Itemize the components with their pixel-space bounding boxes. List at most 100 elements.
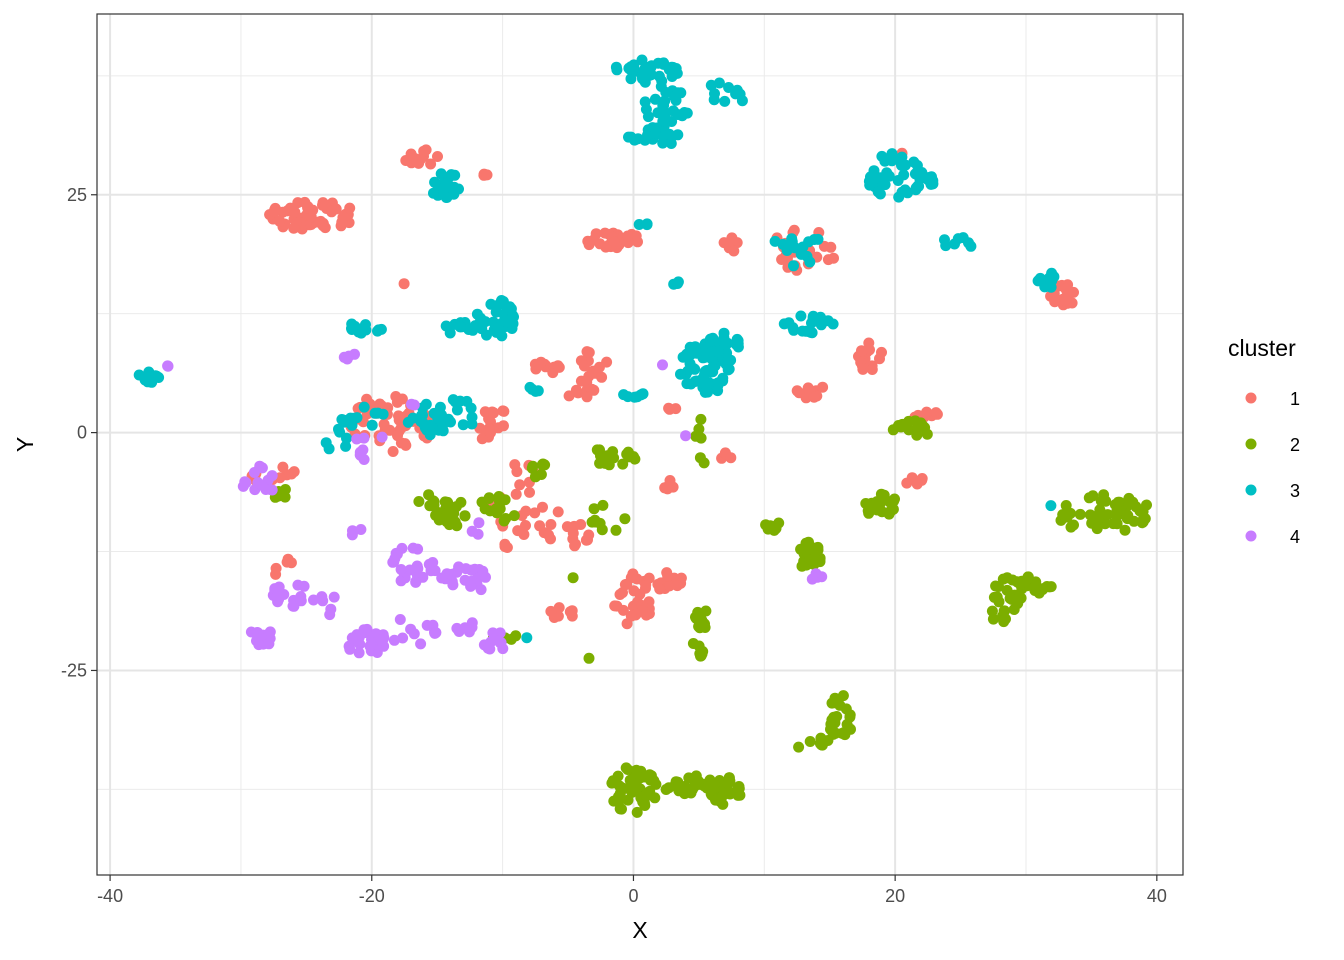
point-cluster-1 — [277, 206, 289, 218]
point-cluster-2 — [887, 424, 899, 436]
point-cluster-4 — [477, 565, 489, 577]
point-cluster-2 — [700, 605, 712, 617]
point-cluster-1 — [545, 519, 557, 530]
point-cluster-2 — [1074, 508, 1086, 520]
point-cluster-4 — [415, 638, 427, 650]
point-cluster-4 — [263, 638, 275, 650]
point-cluster-3 — [879, 155, 891, 167]
point-cluster-3 — [638, 65, 650, 77]
x-tick-label: 0 — [628, 886, 638, 906]
point-cluster-2 — [610, 524, 622, 536]
legend-item: 1 — [1245, 389, 1300, 409]
point-cluster-1 — [600, 241, 612, 253]
point-cluster-3 — [457, 419, 469, 431]
point-cluster-3 — [657, 100, 669, 112]
point-cluster-2 — [887, 503, 899, 515]
point-cluster-2 — [1102, 509, 1114, 521]
point-cluster-3 — [356, 323, 368, 335]
point-cluster-2 — [1006, 593, 1018, 605]
point-cluster-3 — [373, 324, 385, 336]
point-cluster-1 — [596, 371, 608, 383]
point-cluster-1 — [398, 278, 410, 290]
point-cluster-4 — [328, 591, 340, 603]
point-cluster-2 — [459, 510, 471, 522]
point-cluster-1 — [488, 407, 500, 419]
point-cluster-1 — [378, 418, 390, 430]
x-tick-label: 40 — [1147, 886, 1167, 906]
point-cluster-1 — [269, 206, 281, 218]
point-cluster-3 — [341, 432, 352, 444]
point-cluster-1 — [663, 402, 675, 414]
point-cluster-3 — [415, 412, 426, 424]
point-cluster-1 — [399, 438, 411, 450]
point-cluster-4 — [295, 595, 307, 607]
point-cluster-2 — [622, 764, 634, 775]
legend-key-4 — [1245, 530, 1257, 542]
data-points — [133, 54, 1152, 818]
point-cluster-1 — [432, 151, 443, 162]
point-cluster-3 — [893, 191, 905, 203]
point-cluster-1 — [274, 215, 286, 227]
point-cluster-2 — [871, 496, 883, 508]
point-cluster-2 — [499, 494, 511, 506]
point-cluster-1 — [930, 407, 942, 419]
point-cluster-3 — [428, 187, 439, 199]
point-cluster-1 — [609, 600, 621, 612]
point-cluster-3 — [677, 351, 689, 363]
series-1 — [246, 144, 1079, 630]
point-cluster-3 — [1046, 275, 1058, 287]
series-2 — [269, 413, 1152, 818]
point-cluster-3 — [940, 240, 952, 252]
point-cluster-3 — [883, 170, 895, 182]
legend-key-1 — [1245, 392, 1257, 404]
point-cluster-3 — [665, 138, 677, 149]
point-cluster-2 — [695, 432, 707, 444]
point-cluster-1 — [319, 222, 331, 234]
point-cluster-2 — [567, 572, 579, 584]
point-cluster-1 — [476, 433, 488, 445]
point-cluster-2 — [825, 723, 836, 735]
point-cluster-1 — [622, 230, 634, 242]
point-cluster-1 — [911, 478, 923, 490]
point-cluster-1 — [582, 534, 593, 546]
point-cluster-2 — [527, 460, 539, 472]
point-cluster-4 — [388, 556, 400, 568]
point-cluster-1 — [530, 363, 542, 375]
point-cluster-2 — [479, 503, 491, 515]
y-tick-label: -25 — [61, 660, 87, 680]
point-cluster-3 — [338, 414, 350, 426]
point-cluster-3 — [805, 326, 817, 338]
point-cluster-3 — [358, 401, 370, 413]
point-cluster-1 — [552, 506, 564, 518]
point-cluster-4 — [317, 595, 329, 607]
point-cluster-1 — [483, 423, 495, 434]
point-cluster-3 — [691, 347, 703, 359]
point-cluster-2 — [640, 789, 652, 801]
point-cluster-3 — [366, 419, 378, 431]
point-cluster-3 — [622, 391, 634, 403]
point-cluster-2 — [1141, 499, 1152, 511]
point-cluster-1 — [281, 556, 293, 568]
point-cluster-4 — [347, 525, 358, 537]
point-cluster-1 — [292, 197, 304, 209]
point-cluster-4 — [325, 603, 337, 615]
point-cluster-4 — [497, 643, 509, 655]
legend-item: 3 — [1245, 481, 1300, 501]
point-cluster-4 — [253, 639, 265, 651]
point-cluster-3 — [629, 134, 641, 146]
point-cluster-3 — [1034, 272, 1046, 284]
point-cluster-1 — [578, 360, 590, 372]
point-cluster-1 — [921, 406, 933, 418]
point-cluster-3 — [725, 354, 737, 366]
point-cluster-3 — [429, 176, 441, 188]
point-cluster-1 — [583, 347, 595, 358]
point-cluster-2 — [1016, 575, 1028, 587]
point-cluster-3 — [639, 96, 651, 108]
point-cluster-2 — [617, 458, 629, 470]
point-cluster-1 — [726, 232, 738, 244]
legend-label: 3 — [1290, 481, 1300, 501]
point-cluster-2 — [413, 496, 425, 507]
point-cluster-4 — [475, 584, 487, 596]
point-cluster-3 — [787, 322, 799, 334]
point-cluster-3 — [650, 126, 661, 138]
